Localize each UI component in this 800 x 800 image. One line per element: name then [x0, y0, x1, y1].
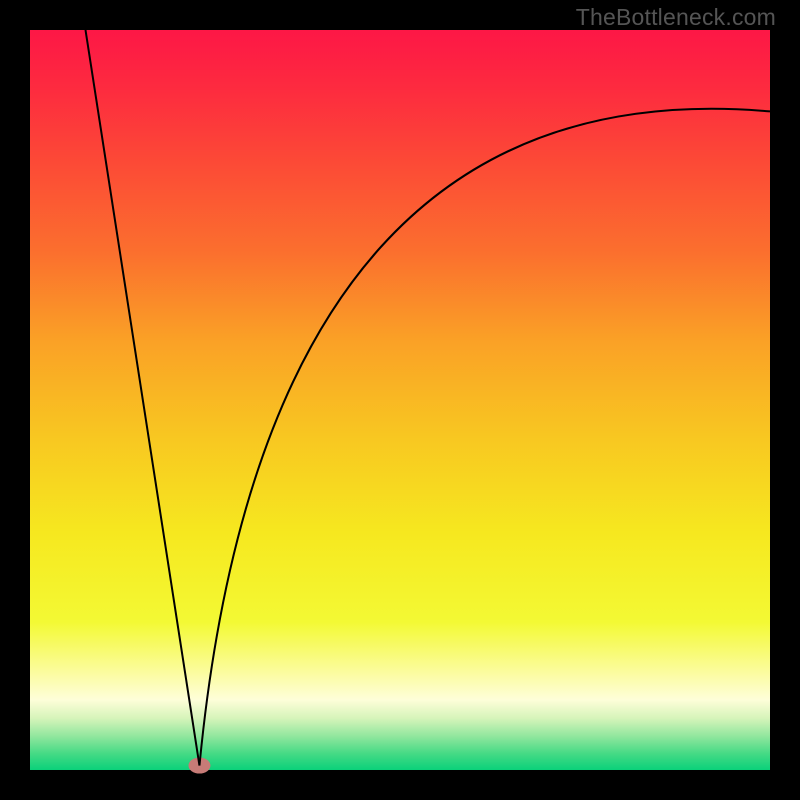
plot-background — [30, 30, 770, 770]
chart-svg — [0, 0, 800, 800]
watermark-text: TheBottleneck.com — [576, 4, 776, 31]
